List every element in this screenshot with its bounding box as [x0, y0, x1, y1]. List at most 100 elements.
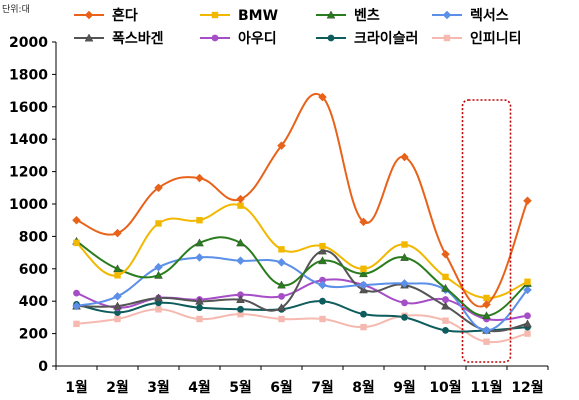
data-point: [482, 311, 491, 320]
series-line: [76, 300, 528, 333]
legend-swatch-marker: [443, 34, 451, 42]
data-point: [195, 238, 204, 247]
data-point: [72, 301, 81, 311]
data-point: [236, 238, 245, 247]
data-point: [319, 276, 326, 284]
y-tick-label: 600: [19, 262, 48, 278]
data-point: [114, 315, 121, 323]
data-point: [277, 257, 286, 267]
y-tick-label: 400: [19, 294, 48, 310]
data-point: [113, 264, 122, 273]
y-tick-label: 0: [38, 359, 48, 375]
legend-label: 벤츠: [354, 8, 380, 24]
y-tick-label: 1800: [9, 67, 48, 83]
data-point: [113, 291, 122, 301]
y-tick-label: 2000: [9, 35, 48, 51]
data-point: [154, 293, 163, 302]
data-point: [73, 289, 80, 297]
x-tick-label: 11월: [470, 379, 502, 396]
data-point: [360, 323, 367, 331]
data-point: [483, 338, 490, 345]
data-point: [114, 272, 121, 279]
data-point: [237, 291, 244, 299]
legend-swatch-marker: [442, 10, 452, 20]
y-tick-label: 1200: [9, 165, 48, 181]
legend-label: 렉서스: [470, 7, 509, 24]
highlight-box: [461, 99, 512, 363]
legend-swatch-marker: [211, 34, 219, 42]
data-point: [318, 256, 327, 265]
data-point: [73, 320, 80, 328]
x-tick-label: 5월: [229, 379, 252, 396]
x-tick-label: 9월: [393, 379, 416, 396]
data-point: [277, 280, 286, 289]
data-point: [482, 300, 491, 309]
x-tick-label: 12월: [511, 379, 543, 396]
legend-label: 혼다: [112, 7, 138, 24]
legend-swatch-marker: [84, 33, 94, 42]
data-point: [154, 183, 163, 193]
x-tick-label: 10월: [429, 379, 461, 396]
data-point: [236, 194, 245, 204]
data-point: [524, 278, 531, 285]
x-tick-label: 4월: [188, 379, 211, 396]
data-point: [360, 310, 367, 318]
data-point: [236, 256, 245, 266]
data-point: [237, 305, 244, 313]
data-point: [195, 296, 204, 305]
data-point: [442, 273, 449, 281]
y-tick-label: 1600: [9, 100, 48, 116]
legend-swatch-marker: [84, 10, 94, 20]
data-point: [400, 253, 409, 261]
legend-label: 크라이슬러: [354, 30, 418, 47]
data-point: [441, 283, 450, 292]
data-point: [442, 296, 449, 303]
data-point: [401, 241, 408, 248]
x-tick-label: 6월: [270, 379, 293, 396]
data-point: [277, 303, 286, 312]
legend-swatch-marker: [327, 34, 335, 42]
data-point: [318, 92, 327, 102]
data-point: [319, 242, 326, 250]
data-point: [318, 246, 327, 255]
legend-label: 인피니티: [470, 30, 522, 47]
data-point: [483, 294, 490, 302]
y-tick-label: 800: [19, 229, 48, 245]
data-point: [359, 285, 368, 294]
data-point: [278, 315, 285, 323]
data-point: [359, 280, 368, 290]
data-point: [155, 306, 162, 313]
unit-label: 단위:대: [2, 5, 30, 15]
data-point: [401, 314, 408, 321]
data-point: [524, 312, 531, 320]
data-point: [359, 269, 368, 278]
data-point: [196, 217, 203, 224]
data-point: [154, 262, 163, 272]
y-tick-label: 200: [19, 327, 48, 343]
data-point: [114, 309, 121, 316]
data-point: [237, 310, 244, 318]
legend-label: 아우디: [238, 30, 277, 47]
x-tick-label: 8월: [352, 379, 375, 396]
data-point: [195, 173, 204, 183]
legend-label: 폭스바겐: [112, 31, 164, 47]
data-point: [113, 301, 122, 310]
data-point: [236, 295, 245, 303]
data-point: [72, 215, 81, 225]
data-point: [195, 253, 204, 262]
data-point: [482, 326, 491, 335]
legend-swatch-marker: [211, 11, 219, 19]
series-line: [76, 308, 528, 344]
y-tick-label: 1400: [9, 132, 48, 148]
data-point: [319, 297, 326, 305]
data-point: [442, 317, 449, 324]
data-point: [523, 196, 532, 206]
y-tick-label: 1000: [9, 197, 48, 213]
data-point: [277, 141, 286, 151]
data-point: [237, 202, 244, 209]
data-point: [359, 217, 368, 227]
data-point: [523, 285, 532, 295]
data-point: [319, 315, 326, 323]
x-tick-label: 3월: [147, 379, 170, 396]
